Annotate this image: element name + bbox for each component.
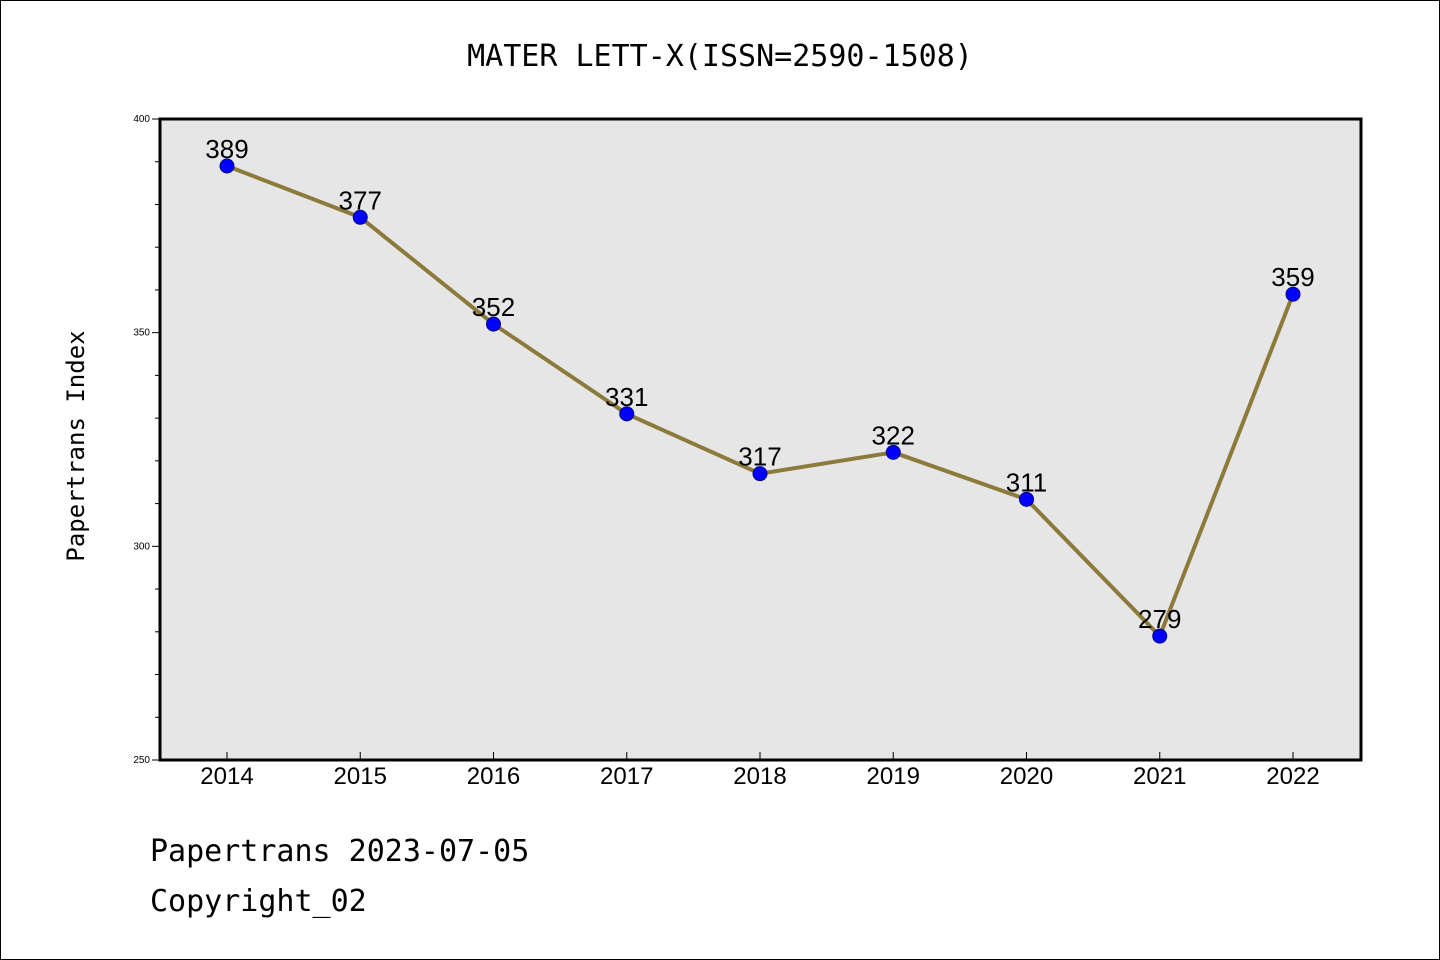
chart-title: MATER LETT-X(ISSN=2590-1508)	[467, 39, 973, 74]
data-point	[752, 466, 768, 482]
x-tick-label: 2020	[1000, 763, 1053, 790]
x-tick-label: 2015	[334, 763, 387, 790]
data-label: 359	[1271, 262, 1314, 292]
x-axis: 2014 2015 2016 2017 2018 2019 2020 2021 2022	[200, 752, 1320, 790]
data-point	[1285, 286, 1301, 302]
data-label: 279	[1138, 604, 1181, 634]
y-axis: 250 300 350 400	[133, 114, 160, 766]
y-tick-label: 250	[133, 755, 150, 766]
y-tick-label: 300	[133, 541, 150, 552]
data-label: 322	[872, 420, 915, 450]
y-axis-label: Papertrans Index	[62, 330, 90, 561]
y-tick-label: 400	[133, 114, 150, 125]
x-tick-label: 2017	[600, 763, 653, 790]
x-tick-label: 2019	[867, 763, 920, 790]
data-label: 331	[605, 382, 648, 412]
x-tick-label: 2014	[200, 763, 253, 790]
x-tick-label: 2018	[733, 763, 786, 790]
x-tick-label: 2022	[1266, 763, 1319, 790]
data-label: 311	[1006, 467, 1047, 497]
data-point	[486, 316, 501, 332]
data-point	[1152, 628, 1168, 644]
data-label: 352	[472, 292, 515, 322]
x-tick-label: 2021	[1133, 763, 1186, 790]
data-label: 377	[339, 185, 382, 215]
data-point	[619, 406, 635, 422]
data-point	[1019, 491, 1034, 507]
series-layer: 389 377 352 331 317 322 311 279 359	[205, 134, 1315, 644]
footer-date: Papertrans 2023-07-05	[150, 834, 530, 869]
data-label: 317	[738, 442, 781, 472]
data-point	[352, 209, 368, 225]
data-point	[219, 158, 235, 174]
y-tick-label: 350	[133, 328, 150, 339]
footer-copyright: Copyright_02	[150, 884, 367, 919]
data-point	[885, 444, 901, 460]
data-label: 389	[205, 134, 248, 164]
x-tick-label: 2016	[467, 763, 520, 790]
plot-area	[158, 117, 1363, 762]
